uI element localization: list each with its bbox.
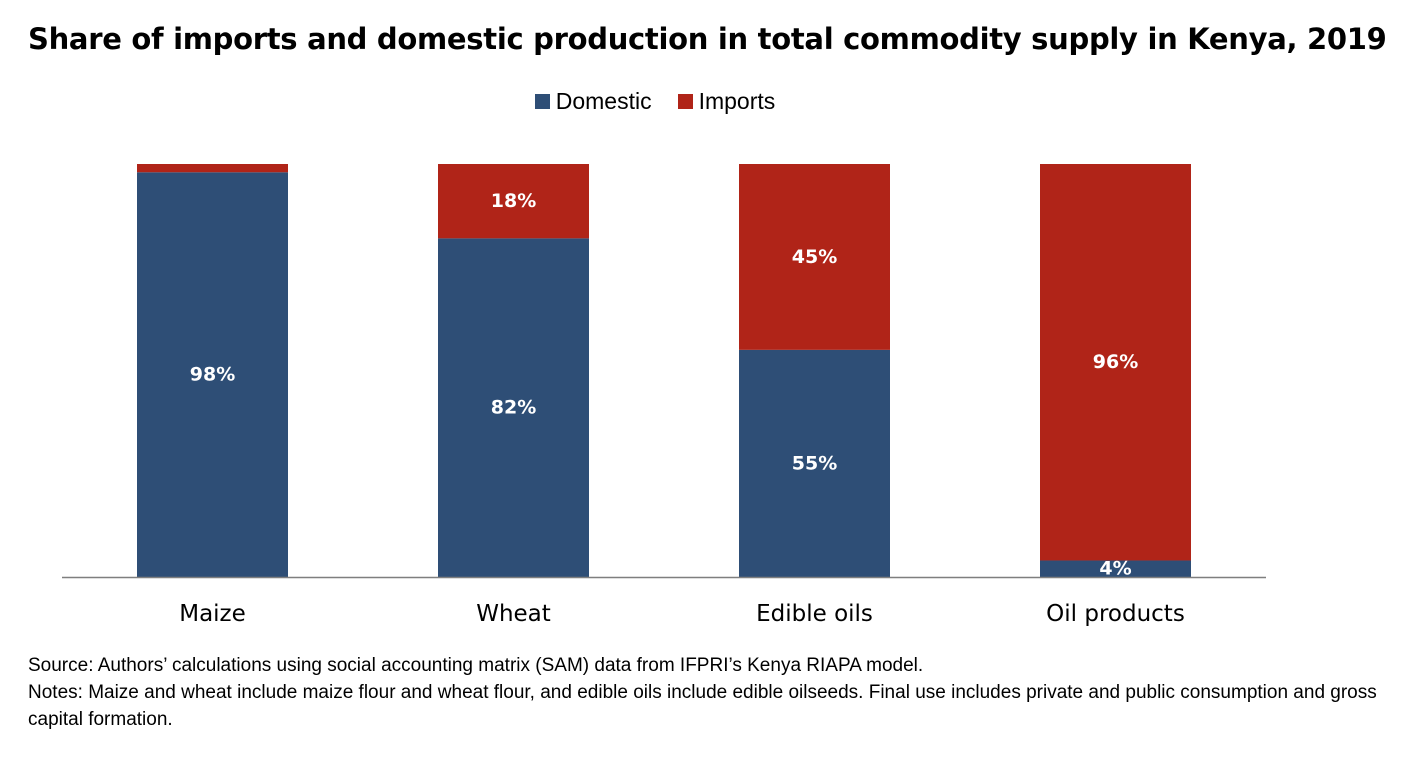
data-label-domestic-wheat: 82% <box>491 397 536 419</box>
data-label-domestic-maize: 98% <box>190 364 235 386</box>
bar-domestic-wheat <box>438 238 589 577</box>
x-tick-label-edible-oils: Edible oils <box>756 601 873 627</box>
bar-imports-maize <box>137 164 288 173</box>
legend-item-imports: Imports <box>677 88 776 115</box>
bar-imports-wheat <box>438 164 589 239</box>
legend-item-domestic: Domestic <box>534 88 652 115</box>
data-label-domestic-edible-oils: 55% <box>792 452 837 474</box>
x-tick-label-oil-products: Oil products <box>1046 601 1185 627</box>
bar-imports-oil-products <box>1040 164 1191 561</box>
bar-domestic-maize <box>137 172 288 577</box>
data-label-imports-oil-products: 96% <box>1093 351 1138 373</box>
data-label-imports-wheat: 18% <box>491 190 536 212</box>
notes-block: Source: Authors’ calculations using soci… <box>28 652 1398 733</box>
x-tick-label-wheat: Wheat <box>476 601 551 627</box>
data-label-imports-edible-oils: 45% <box>792 246 837 268</box>
legend-label-domestic: Domestic <box>555 88 652 114</box>
stacked-bar-chart: 98% Maize 82% 18% Wheat 55% 45% Edible oils 4% 96… <box>62 164 1266 627</box>
legend-swatch-imports <box>677 94 693 109</box>
bar-imports-edible-oils <box>739 164 890 350</box>
data-label-domestic-oil-products: 4% <box>1099 558 1131 580</box>
x-tick-label-maize: Maize <box>179 601 246 627</box>
legend: Domestic Imports <box>0 88 1310 115</box>
notes-text: Notes: Maize and wheat include maize flo… <box>28 682 1377 730</box>
legend-swatch-domestic <box>534 94 550 109</box>
legend-label-imports: Imports <box>698 88 776 114</box>
bar-domestic-oil-products <box>1040 560 1191 577</box>
chart-title: Share of imports and domestic production… <box>28 22 1387 56</box>
bar-domestic-edible-oils <box>739 349 890 577</box>
source-note: Source: Authors’ calculations using soci… <box>28 655 924 676</box>
